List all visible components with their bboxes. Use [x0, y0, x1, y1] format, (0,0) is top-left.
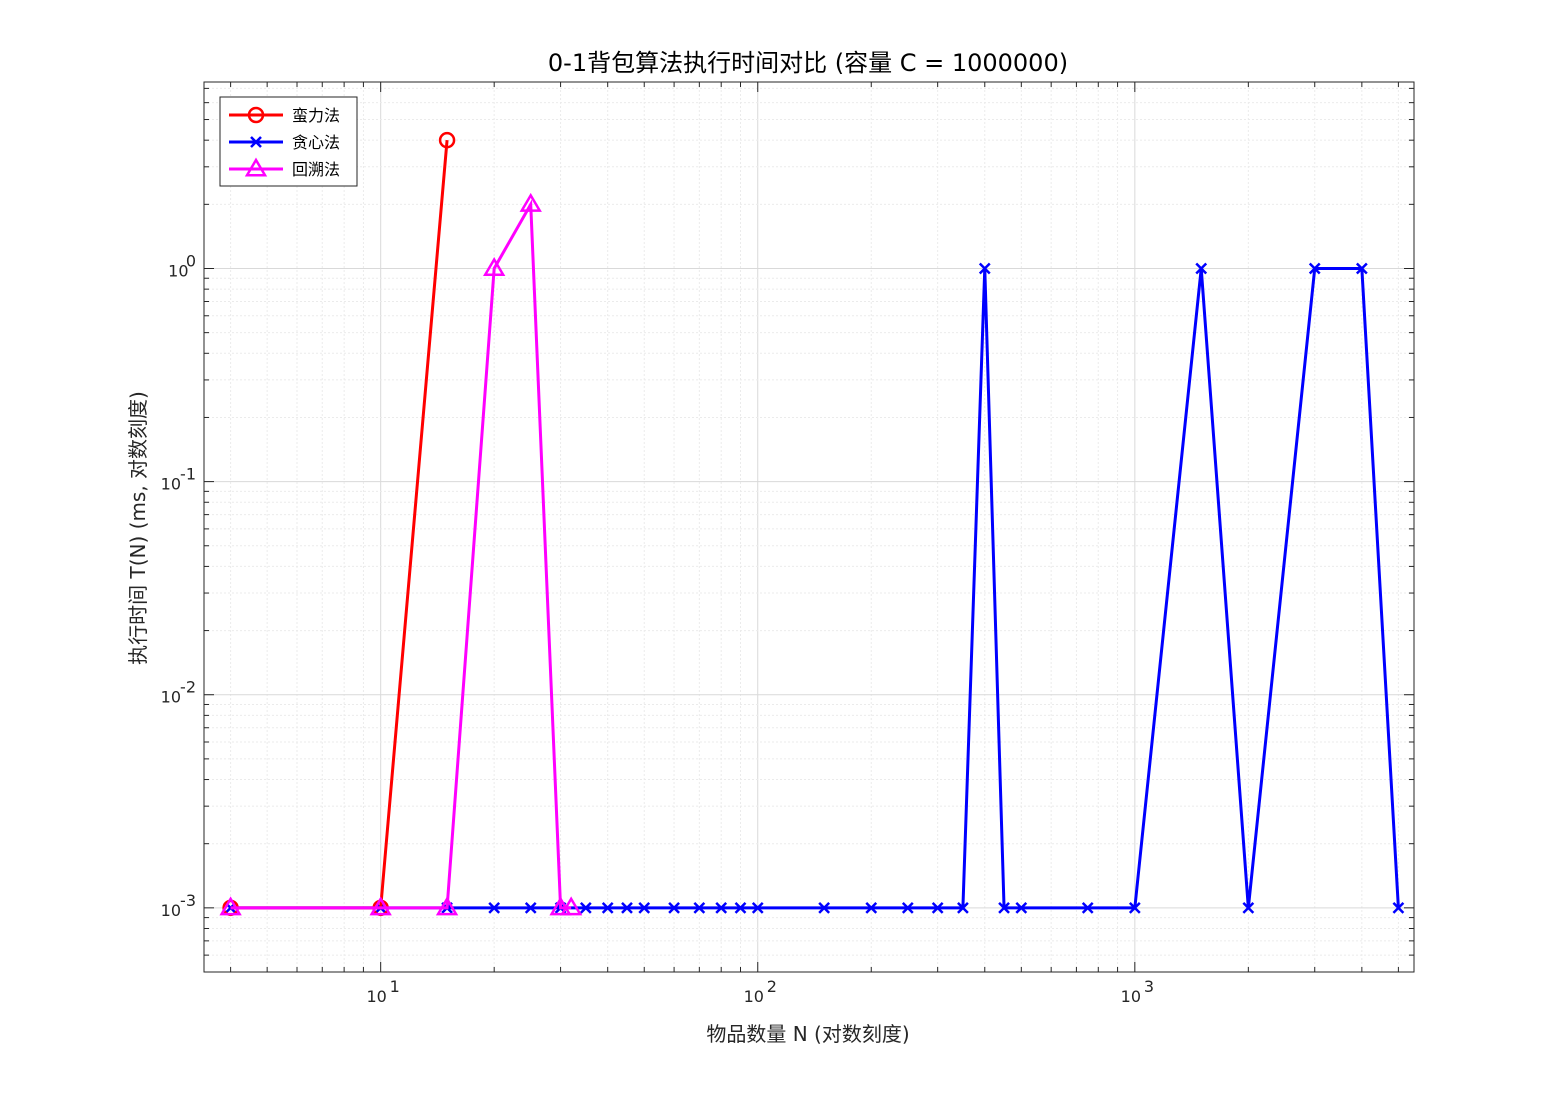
legend-marker: [250, 136, 262, 148]
data-point: [1128, 901, 1141, 914]
legend-entry: 贪心法: [229, 133, 340, 152]
legend-marker: [247, 106, 265, 124]
legend-entry: 回溯法: [229, 157, 340, 179]
y-axis-label: 执行时间 T(N) (ms, 对数刻度): [126, 391, 150, 665]
axes: [203, 81, 1415, 973]
data-point: [715, 901, 728, 914]
y-tick-label-base: 10: [168, 261, 188, 280]
y-tick-label: 010: [168, 251, 196, 280]
y-tick-label-exponent: 0: [186, 251, 196, 270]
data-point: [978, 262, 991, 275]
data-point: [638, 901, 651, 914]
x-tick-label-exponent: 3: [1144, 977, 1154, 996]
series-layer: [219, 131, 1405, 917]
data-point: [818, 901, 831, 914]
data-point: [549, 896, 572, 916]
data-point: [579, 901, 592, 914]
data-point: [438, 131, 456, 149]
data-point: [219, 896, 242, 916]
x-tick-label-exponent: 1: [390, 977, 400, 996]
data-point: [435, 896, 459, 916]
data-point: [621, 901, 633, 914]
axes-box: [203, 81, 1415, 973]
data-point: [998, 901, 1010, 914]
data-point: [524, 901, 537, 914]
x-axis-label: 物品数量 N (对数刻度): [706, 1022, 909, 1046]
data-point: [901, 901, 914, 914]
data-point: [559, 896, 583, 916]
data-point: [693, 901, 706, 914]
y-tick-label: -310: [161, 891, 196, 920]
legend-label: 蛮力法: [292, 106, 340, 125]
x-tick-label-base: 10: [1121, 987, 1141, 1006]
data-point: [1015, 901, 1028, 914]
x-tick-label-base: 10: [366, 987, 386, 1006]
data-point: [668, 901, 680, 914]
series-line: [230, 199, 572, 910]
legend-marker: [244, 157, 268, 177]
data-point: [751, 901, 764, 914]
y-tick-label-exponent: -1: [180, 465, 196, 484]
x-tick-label: 103: [1121, 977, 1154, 1006]
x-tick-label-exponent: 2: [767, 977, 777, 996]
data-point: [1392, 901, 1405, 914]
legend-entry: 蛮力法: [229, 106, 340, 125]
x-tick-label: 102: [744, 977, 777, 1006]
data-point: [1355, 262, 1368, 275]
legend-label: 贪心法: [292, 133, 340, 152]
data-point: [488, 901, 501, 914]
y-tick-label-base: 10: [161, 475, 181, 494]
data-point: [1242, 901, 1255, 914]
data-point: [734, 901, 747, 914]
data-point: [369, 896, 392, 916]
data-point: [931, 901, 944, 914]
data-point: [482, 257, 506, 277]
plot-area: [204, 82, 1414, 972]
data-point: [865, 901, 878, 914]
y-tick-label-base: 10: [161, 688, 181, 707]
plot-background: [204, 82, 1414, 972]
data-point: [519, 192, 542, 212]
data-point: [1081, 901, 1094, 914]
data-point: [601, 901, 614, 914]
y-tick-label-exponent: -3: [180, 891, 196, 910]
data-point: [957, 901, 969, 914]
y-tick-label-exponent: -2: [180, 678, 196, 697]
x-tick-label: 101: [366, 977, 399, 1006]
data-point: [1308, 262, 1321, 275]
y-tick-label-base: 10: [161, 901, 181, 920]
series-3: [219, 192, 583, 916]
legend-label: 回溯法: [292, 160, 340, 179]
y-tick-label: -110: [161, 465, 196, 494]
chart-title: 0-1背包算法执行时间对比 (容量 C = 1000000): [548, 49, 1068, 77]
y-tick-label: -210: [161, 678, 196, 707]
grid: [204, 82, 1414, 973]
x-tick-label-base: 10: [744, 987, 764, 1006]
data-point: [1195, 262, 1208, 275]
